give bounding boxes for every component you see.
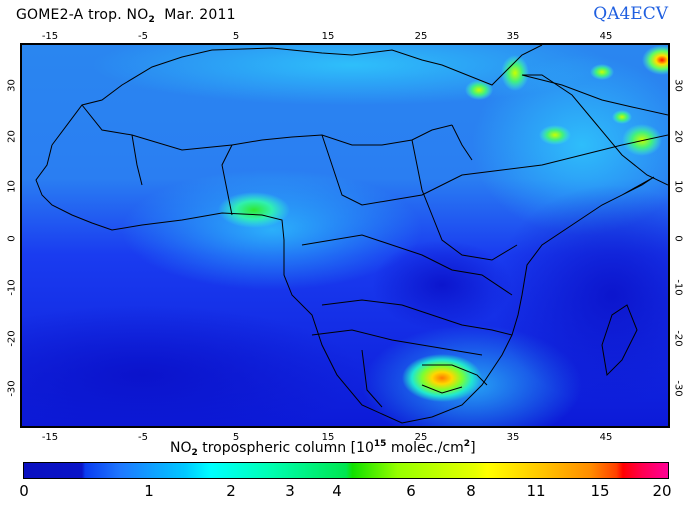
- bottom-tick: -5: [138, 432, 148, 443]
- xlabel-middle: tropospheric column [10: [197, 440, 374, 456]
- top-tick: -5: [138, 31, 148, 42]
- right-tick: -10: [672, 279, 684, 296]
- no2-map[interactable]: [20, 43, 670, 428]
- top-tick: -15: [41, 31, 59, 42]
- title-text: GOME2-A trop. NO: [16, 7, 149, 23]
- brand-label: QA4ECV: [593, 4, 668, 24]
- right-tick: -30: [672, 380, 684, 397]
- country-borders: [35, 45, 668, 424]
- colorbar: [23, 462, 669, 479]
- top-tick: 5: [232, 31, 240, 42]
- top-tick: 25: [414, 31, 428, 42]
- top-tick: 35: [506, 31, 520, 42]
- right-tick: 10: [672, 180, 684, 193]
- colorbar-tick: 20: [652, 482, 672, 500]
- plot-title: GOME2-A trop. NO2 Mar. 2011: [16, 7, 236, 25]
- top-tick: 15: [321, 31, 335, 42]
- colorbar-tick: 4: [332, 482, 342, 500]
- xlabel-prefix: NO: [170, 440, 192, 456]
- top-tick: 45: [599, 31, 613, 42]
- left-tick: 10: [6, 180, 18, 193]
- bottom-tick: 45: [599, 432, 613, 443]
- left-tick: -20: [6, 330, 18, 347]
- left-tick: -10: [6, 279, 18, 296]
- bottom-tick: 15: [321, 432, 335, 443]
- colorbar-tick: 0: [19, 482, 29, 500]
- colorbar-tick: 1: [144, 482, 154, 500]
- bottom-tick: 5: [232, 432, 240, 443]
- colorbar-tick: 2: [226, 482, 236, 500]
- left-tick: 20: [6, 130, 18, 143]
- colorbar-tick: 15: [590, 482, 610, 500]
- bottom-tick: -15: [41, 432, 59, 443]
- right-tick: 30: [672, 79, 684, 92]
- xlabel-end: ]: [470, 440, 476, 456]
- left-tick: -30: [6, 380, 18, 397]
- colorbar-tick: 8: [466, 482, 476, 500]
- colorbar-tick: 3: [285, 482, 295, 500]
- colorbar-tick: 11: [526, 482, 546, 500]
- bottom-tick: 25: [414, 432, 428, 443]
- xlabel-sub: 2: [191, 448, 198, 458]
- title-subscript: 2: [148, 15, 155, 25]
- colorbar-tick: 6: [406, 482, 416, 500]
- right-tick: 0: [672, 235, 684, 242]
- title-date: Mar. 2011: [164, 7, 236, 23]
- colorbar-title: NO2 tropospheric column [1015 molec./cm2…: [170, 439, 476, 458]
- xlabel-sup: 15: [373, 439, 387, 449]
- right-tick: -20: [672, 330, 684, 347]
- xlabel-unit: molec./cm: [386, 440, 464, 456]
- bottom-tick: 35: [506, 432, 520, 443]
- right-tick: 20: [672, 130, 684, 143]
- xlabel-sup2: 2: [463, 439, 471, 449]
- left-tick: 30: [6, 79, 18, 92]
- map-canvas: [22, 45, 668, 426]
- left-tick: 0: [6, 235, 18, 242]
